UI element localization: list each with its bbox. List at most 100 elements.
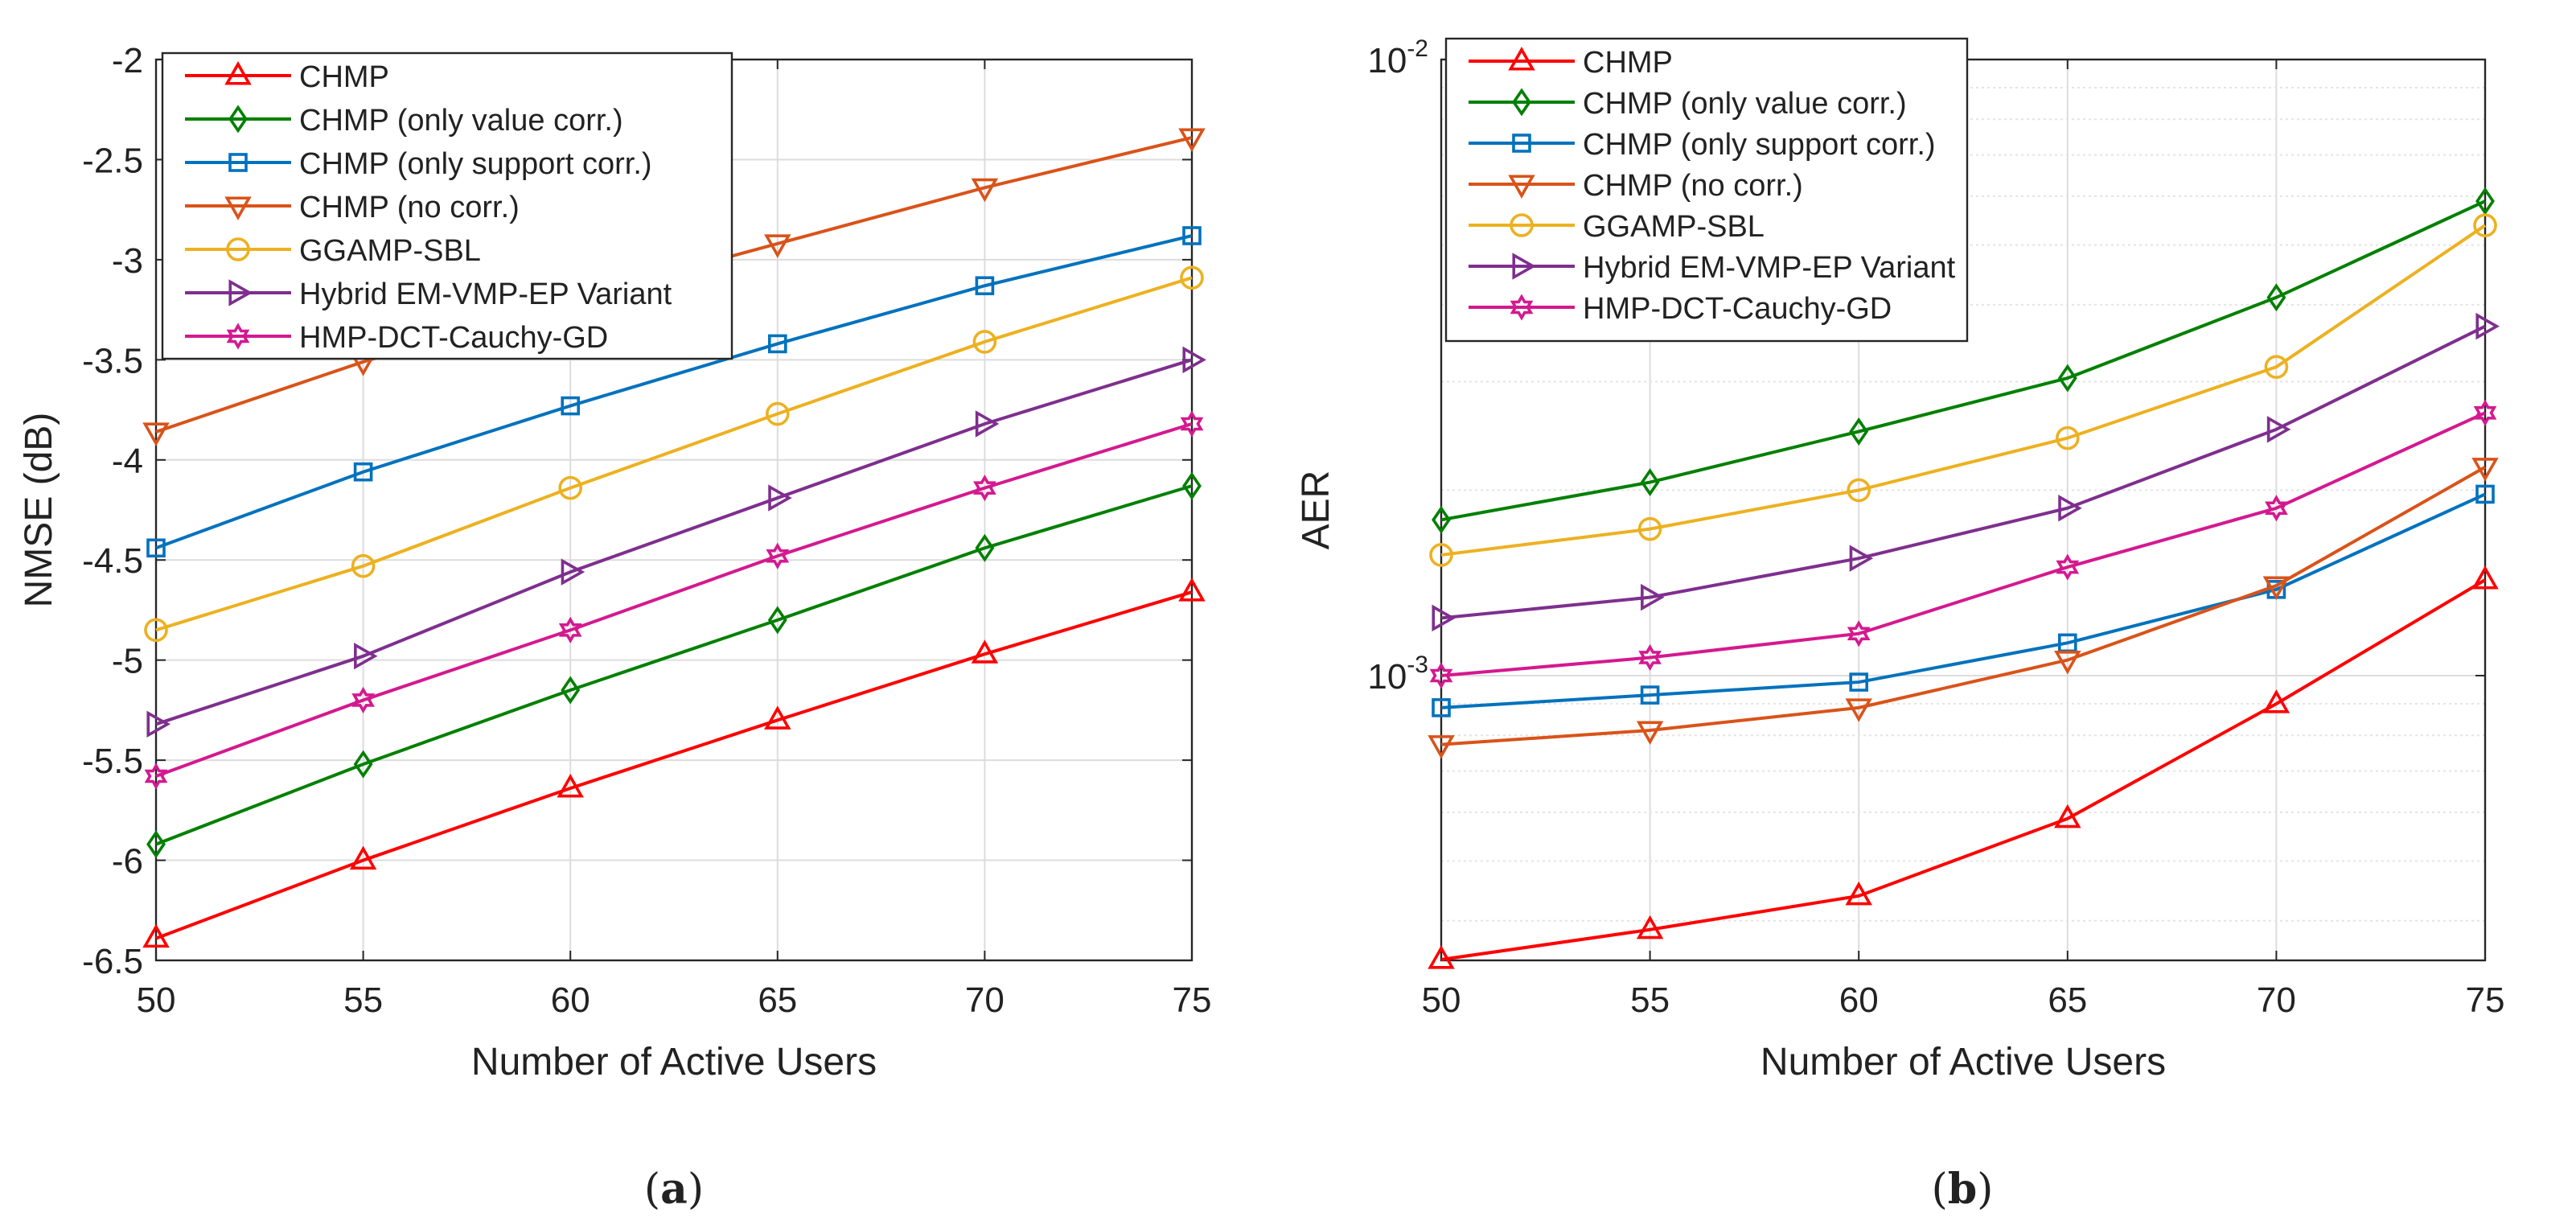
legend-item: Hybrid EM-VMP-EP Variant [185,277,672,311]
data-point-marker [1182,471,1202,500]
legend-item: CHMP (no corr.) [185,191,520,224]
data-point-marker [1432,698,1451,717]
y-tick-label: -6.5 [82,942,143,981]
y-tick-label: -4.5 [82,541,143,581]
y-tick-label: -2 [112,41,143,80]
data-point-marker [1428,735,1455,759]
y-axis-label: NMSE (dB) [18,413,60,608]
data-point-marker [2266,416,2291,443]
legend-marker [226,323,250,350]
data-point-marker [558,475,583,500]
data-point-marker [2054,804,2081,828]
legend-marker [1512,134,1531,153]
data-point-marker [1638,643,1662,672]
legend-item: CHMP (only support corr.) [185,147,652,181]
x-tick-label: 60 [551,980,590,1020]
legend-label: CHMP [299,60,389,94]
data-point-marker [1429,662,1453,689]
y-tick-label-base: 10 [1367,657,1407,697]
series-hmp-dct-cauchy-gd [144,410,1204,790]
y-tick-label-exponent: -3 [1407,652,1428,678]
legend-label: HMP-DCT-Cauchy-GD [299,321,608,355]
series-ggamp-sbl [1429,213,2497,567]
data-point-marker [2262,576,2290,600]
legend-item: GGAMP-SBL [1469,210,1765,244]
data-point-marker [2265,495,2288,522]
y-tick-label-exponent: -2 [1407,35,1428,62]
x-tick-label: 65 [758,980,797,1020]
x-tick-label: 55 [1630,980,1670,1020]
y-tick-label: 10-3 [1367,652,1428,697]
series-line [155,358,1193,726]
subfigure-caption: (a) [644,1165,704,1214]
series-line [1440,224,2487,557]
data-point-marker [1432,505,1451,534]
series-chmp [1428,565,2499,969]
data-point-marker [1640,468,1660,497]
data-point-marker [2264,355,2289,379]
data-point-marker [1849,672,1868,692]
legend-item: CHMP (no corr.) [1469,169,1803,203]
x-tick-label: 50 [1422,980,1461,1020]
data-point-marker [349,845,377,870]
data-point-marker [2054,651,2081,675]
legend-item: CHMP (only value corr.) [185,104,623,138]
legend-marker [228,105,248,134]
legend-item: Hybrid EM-VMP-EP Variant [1469,251,1956,285]
data-point-marker [2056,553,2080,581]
series-chmp-only-support-corr [146,226,1202,558]
data-point-marker [2475,484,2495,504]
data-point-marker [561,676,581,705]
data-point-marker [354,642,378,670]
data-point-marker [2471,458,2499,482]
y-tick-label: -2.5 [82,141,143,180]
data-point-marker [767,606,787,635]
data-point-marker [765,401,790,426]
y-tick-label: -5 [112,642,143,681]
x-tick-label: 70 [2257,980,2296,1020]
y-tick-label: -4 [112,442,143,481]
series-hybrid-em-vmp-ep-variant [1432,312,2500,632]
data-point-marker [146,538,166,558]
legend-label: GGAMP-SBL [299,234,481,268]
legend-label: CHMP (only support corr.) [1583,128,1936,162]
data-point-marker [1637,516,1662,541]
x-tick-label: 65 [2048,980,2087,1020]
data-point-marker [2056,425,2080,450]
series-line [1440,578,2487,962]
y-tick-label-base: 10 [1367,41,1407,80]
x-tick-label: 75 [1173,980,1212,1020]
caption-letter: b [1948,1165,1977,1214]
data-point-marker [764,234,791,258]
legend-item: HMP-DCT-Cauchy-GD [1469,292,1892,326]
series-line [155,422,1193,778]
series-line [155,484,1193,846]
x-tick-label: 55 [343,980,383,1020]
y-tick-label: -3 [112,241,143,281]
data-point-marker [142,923,170,948]
data-point-marker [2475,312,2500,340]
legend-label: HMP-DCT-Cauchy-GD [1583,292,1892,326]
legend-label: Hybrid EM-VMP-EP Variant [299,277,672,311]
legend-item: GGAMP-SBL [185,234,481,268]
legend-marker [1508,175,1535,199]
data-point-marker [2057,364,2077,393]
legend: CHMP CHMP (only value corr.) CHMP (only su… [1444,37,1969,343]
series-line [155,276,1193,632]
y-tick-label: -6 [112,842,143,882]
data-point-marker [558,616,582,643]
data-point-marker [561,558,585,586]
data-point-marker [2266,283,2286,312]
series-line [1440,465,2486,746]
data-point-marker [1849,417,1869,446]
data-point-marker [1432,604,1456,632]
data-point-marker [972,330,997,354]
data-point-marker [2471,565,2499,590]
caption-paren-open: ( [644,1165,660,1214]
series-chmp-only-value-corr [146,471,1202,859]
data-point-marker [975,410,1000,438]
data-point-marker [2262,689,2290,713]
series-line [1440,199,2486,522]
series-line [155,234,1193,550]
